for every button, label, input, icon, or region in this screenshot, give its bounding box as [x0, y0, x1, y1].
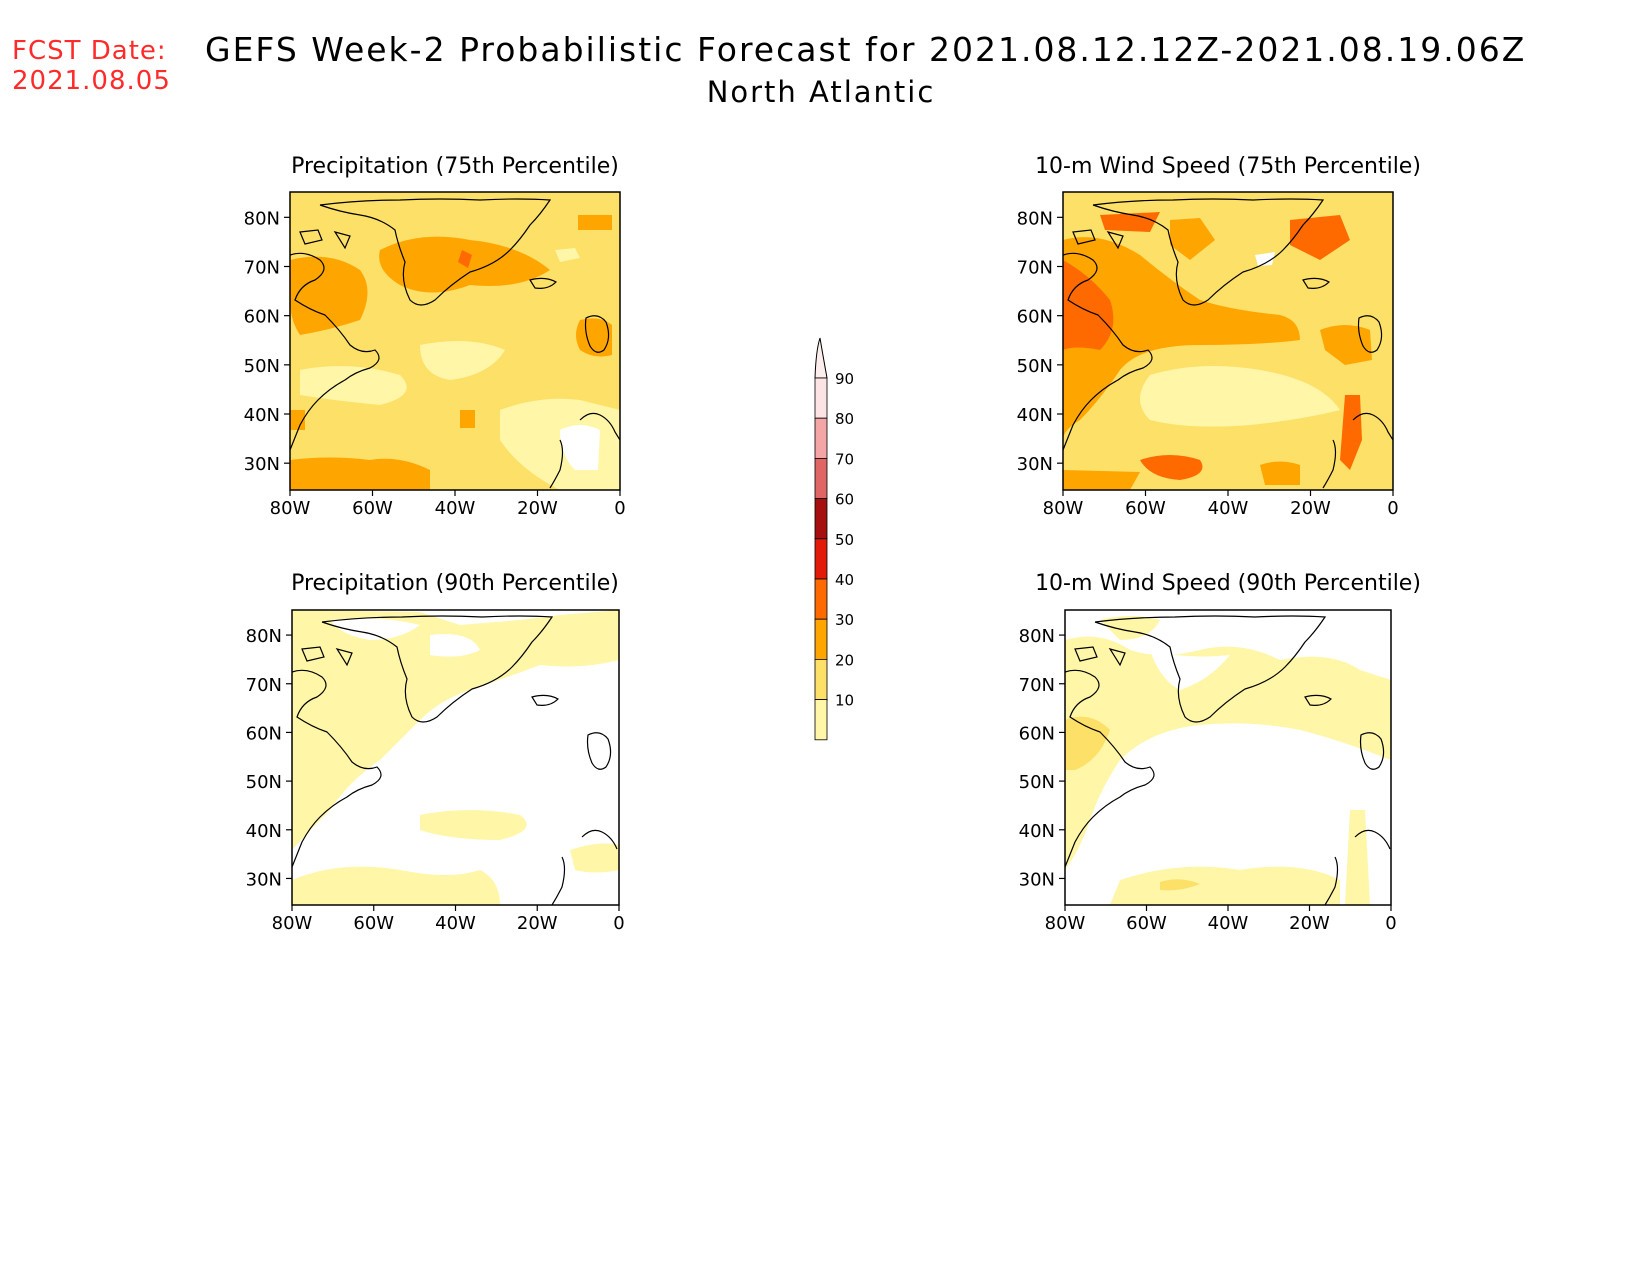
coastlines — [292, 615, 618, 905]
coastlines — [1063, 198, 1393, 489]
colorbar-segment — [814, 659, 828, 701]
latitude-tick-label: 70N — [1019, 675, 1055, 696]
latitude-tick-label: 50N — [244, 356, 280, 377]
longitude-axis: 80W 60W 40W 20W 0 — [1043, 490, 1399, 519]
latitude-tick-label: 60N — [1017, 307, 1053, 328]
latitude-tick-label: 40N — [246, 821, 282, 842]
map-panel-precip-75: Precipitation (75th Percentile) — [244, 154, 626, 519]
colorbar-label: 80 — [835, 410, 854, 428]
latitude-tick-label: 30N — [244, 454, 280, 475]
colorbar-label: 50 — [835, 531, 854, 549]
latitude-tick-label: 30N — [246, 869, 282, 890]
latitude-tick-label: 60N — [1019, 723, 1055, 744]
longitude-tick-label: 60W — [352, 498, 393, 519]
coastlines — [290, 198, 620, 489]
map-panel-wind-75: 10-m Wind Speed (75th Percentile) — [1017, 154, 1421, 519]
longitude-tick-label: 20W — [517, 913, 558, 934]
longitude-tick-label: 0 — [613, 913, 624, 934]
latitude-tick-label: 60N — [246, 723, 282, 744]
colorbar-label: 10 — [835, 692, 854, 710]
shaded-field — [1063, 192, 1393, 490]
colorbar-segment — [814, 417, 828, 459]
coastlines — [1065, 615, 1391, 905]
latitude-tick-label: 50N — [1019, 772, 1055, 793]
latitude-tick-label: 80N — [246, 626, 282, 647]
shaded-field — [292, 610, 619, 905]
latitude-axis: 80N 70N 60N 50N 40N 30N — [1019, 626, 1065, 890]
latitude-tick-label: 80N — [1019, 626, 1055, 647]
latitude-tick-label: 50N — [1017, 356, 1053, 377]
colorbar-label: 40 — [835, 571, 854, 589]
latitude-axis: 80N 70N 60N 50N 40N 30N — [246, 626, 292, 890]
longitude-tick-label: 80W — [1043, 498, 1084, 519]
longitude-tick-label: 40W — [435, 498, 476, 519]
longitude-tick-label: 80W — [272, 913, 313, 934]
longitude-tick-label: 0 — [1385, 913, 1396, 934]
colorbar-top-cap — [814, 337, 828, 379]
colorbar-segment — [814, 699, 828, 741]
longitude-tick-label: 0 — [1387, 498, 1398, 519]
colorbar-label: 90 — [835, 370, 854, 388]
colorbar-label: 60 — [835, 491, 854, 509]
colorbar-segment — [814, 377, 828, 419]
latitude-tick-label: 70N — [246, 675, 282, 696]
latitude-tick-label: 60N — [244, 307, 280, 328]
panel-title: 10-m Wind Speed (90th Percentile) — [1035, 571, 1421, 596]
colorbar-segment — [814, 457, 828, 499]
latitude-tick-label: 30N — [1017, 454, 1053, 475]
longitude-tick-label: 40W — [1208, 913, 1249, 934]
colorbar-segment — [814, 578, 828, 620]
longitude-tick-label: 60W — [1126, 913, 1167, 934]
longitude-tick-label: 60W — [353, 913, 394, 934]
colorbar-segment — [814, 498, 828, 540]
colorbar-segment — [814, 538, 828, 580]
longitude-axis: 80W 60W 40W 20W 0 — [272, 905, 625, 934]
map-panel-wind-90: 10-m Wind Speed (90th Percentile) 80N 70N… — [1019, 571, 1421, 934]
longitude-tick-label: 0 — [614, 498, 625, 519]
longitude-tick-label: 80W — [270, 498, 311, 519]
colorbar-label: 30 — [835, 611, 854, 629]
longitude-tick-label: 40W — [435, 913, 476, 934]
colorbar-labels: 90 80 70 60 50 40 30 20 10 — [835, 370, 854, 710]
latitude-tick-label: 70N — [1017, 258, 1053, 279]
latitude-tick-label: 40N — [244, 405, 280, 426]
latitude-tick-label: 80N — [1017, 208, 1053, 229]
map-panel-precip-90: Precipitation (90th Percentile) 80N 70N 60… — [246, 571, 625, 934]
longitude-tick-label: 20W — [517, 498, 558, 519]
latitude-tick-label: 80N — [244, 208, 280, 229]
shaded-field — [290, 192, 620, 490]
colorbar-legend: 90 80 70 60 50 40 30 20 10 — [814, 337, 854, 741]
colorbar-segment — [814, 618, 828, 660]
colorbar-label: 20 — [835, 651, 854, 669]
panel-title: Precipitation (90th Percentile) — [291, 571, 619, 596]
panel-title: Precipitation (75th Percentile) — [291, 154, 619, 179]
region-title: North Atlantic — [706, 75, 936, 109]
longitude-tick-label: 60W — [1125, 498, 1166, 519]
colorbar-label: 70 — [835, 450, 854, 468]
panel-title: 10-m Wind Speed (75th Percentile) — [1035, 154, 1421, 179]
longitude-axis: 80W 60W 40W 20W 0 — [1045, 905, 1397, 934]
forecast-date-value: 2021.08.05 — [12, 66, 171, 96]
longitude-tick-label: 40W — [1208, 498, 1249, 519]
forecast-date-block: FCST Date: 2021.08.05 — [12, 36, 171, 96]
figure-title: GEFS Week-2 Probabilistic Forecast for 2… — [205, 30, 1527, 69]
longitude-tick-label: 20W — [1289, 913, 1330, 934]
latitude-axis: 80N 70N 60N 50N 40N 30N — [244, 208, 290, 475]
colorbar-segments — [814, 377, 828, 741]
latitude-tick-label: 40N — [1019, 821, 1055, 842]
latitude-tick-label: 30N — [1019, 869, 1055, 890]
longitude-tick-label: 20W — [1290, 498, 1331, 519]
latitude-tick-label: 50N — [246, 772, 282, 793]
forecast-date-label: FCST Date: — [12, 36, 167, 66]
latitude-axis: 80N 70N 60N 50N 40N 30N — [1017, 208, 1063, 475]
longitude-tick-label: 80W — [1045, 913, 1086, 934]
longitude-axis: 80W 60W 40W 20W 0 — [270, 490, 626, 519]
latitude-tick-label: 70N — [244, 258, 280, 279]
latitude-tick-label: 40N — [1017, 405, 1053, 426]
shaded-field — [1065, 610, 1391, 905]
